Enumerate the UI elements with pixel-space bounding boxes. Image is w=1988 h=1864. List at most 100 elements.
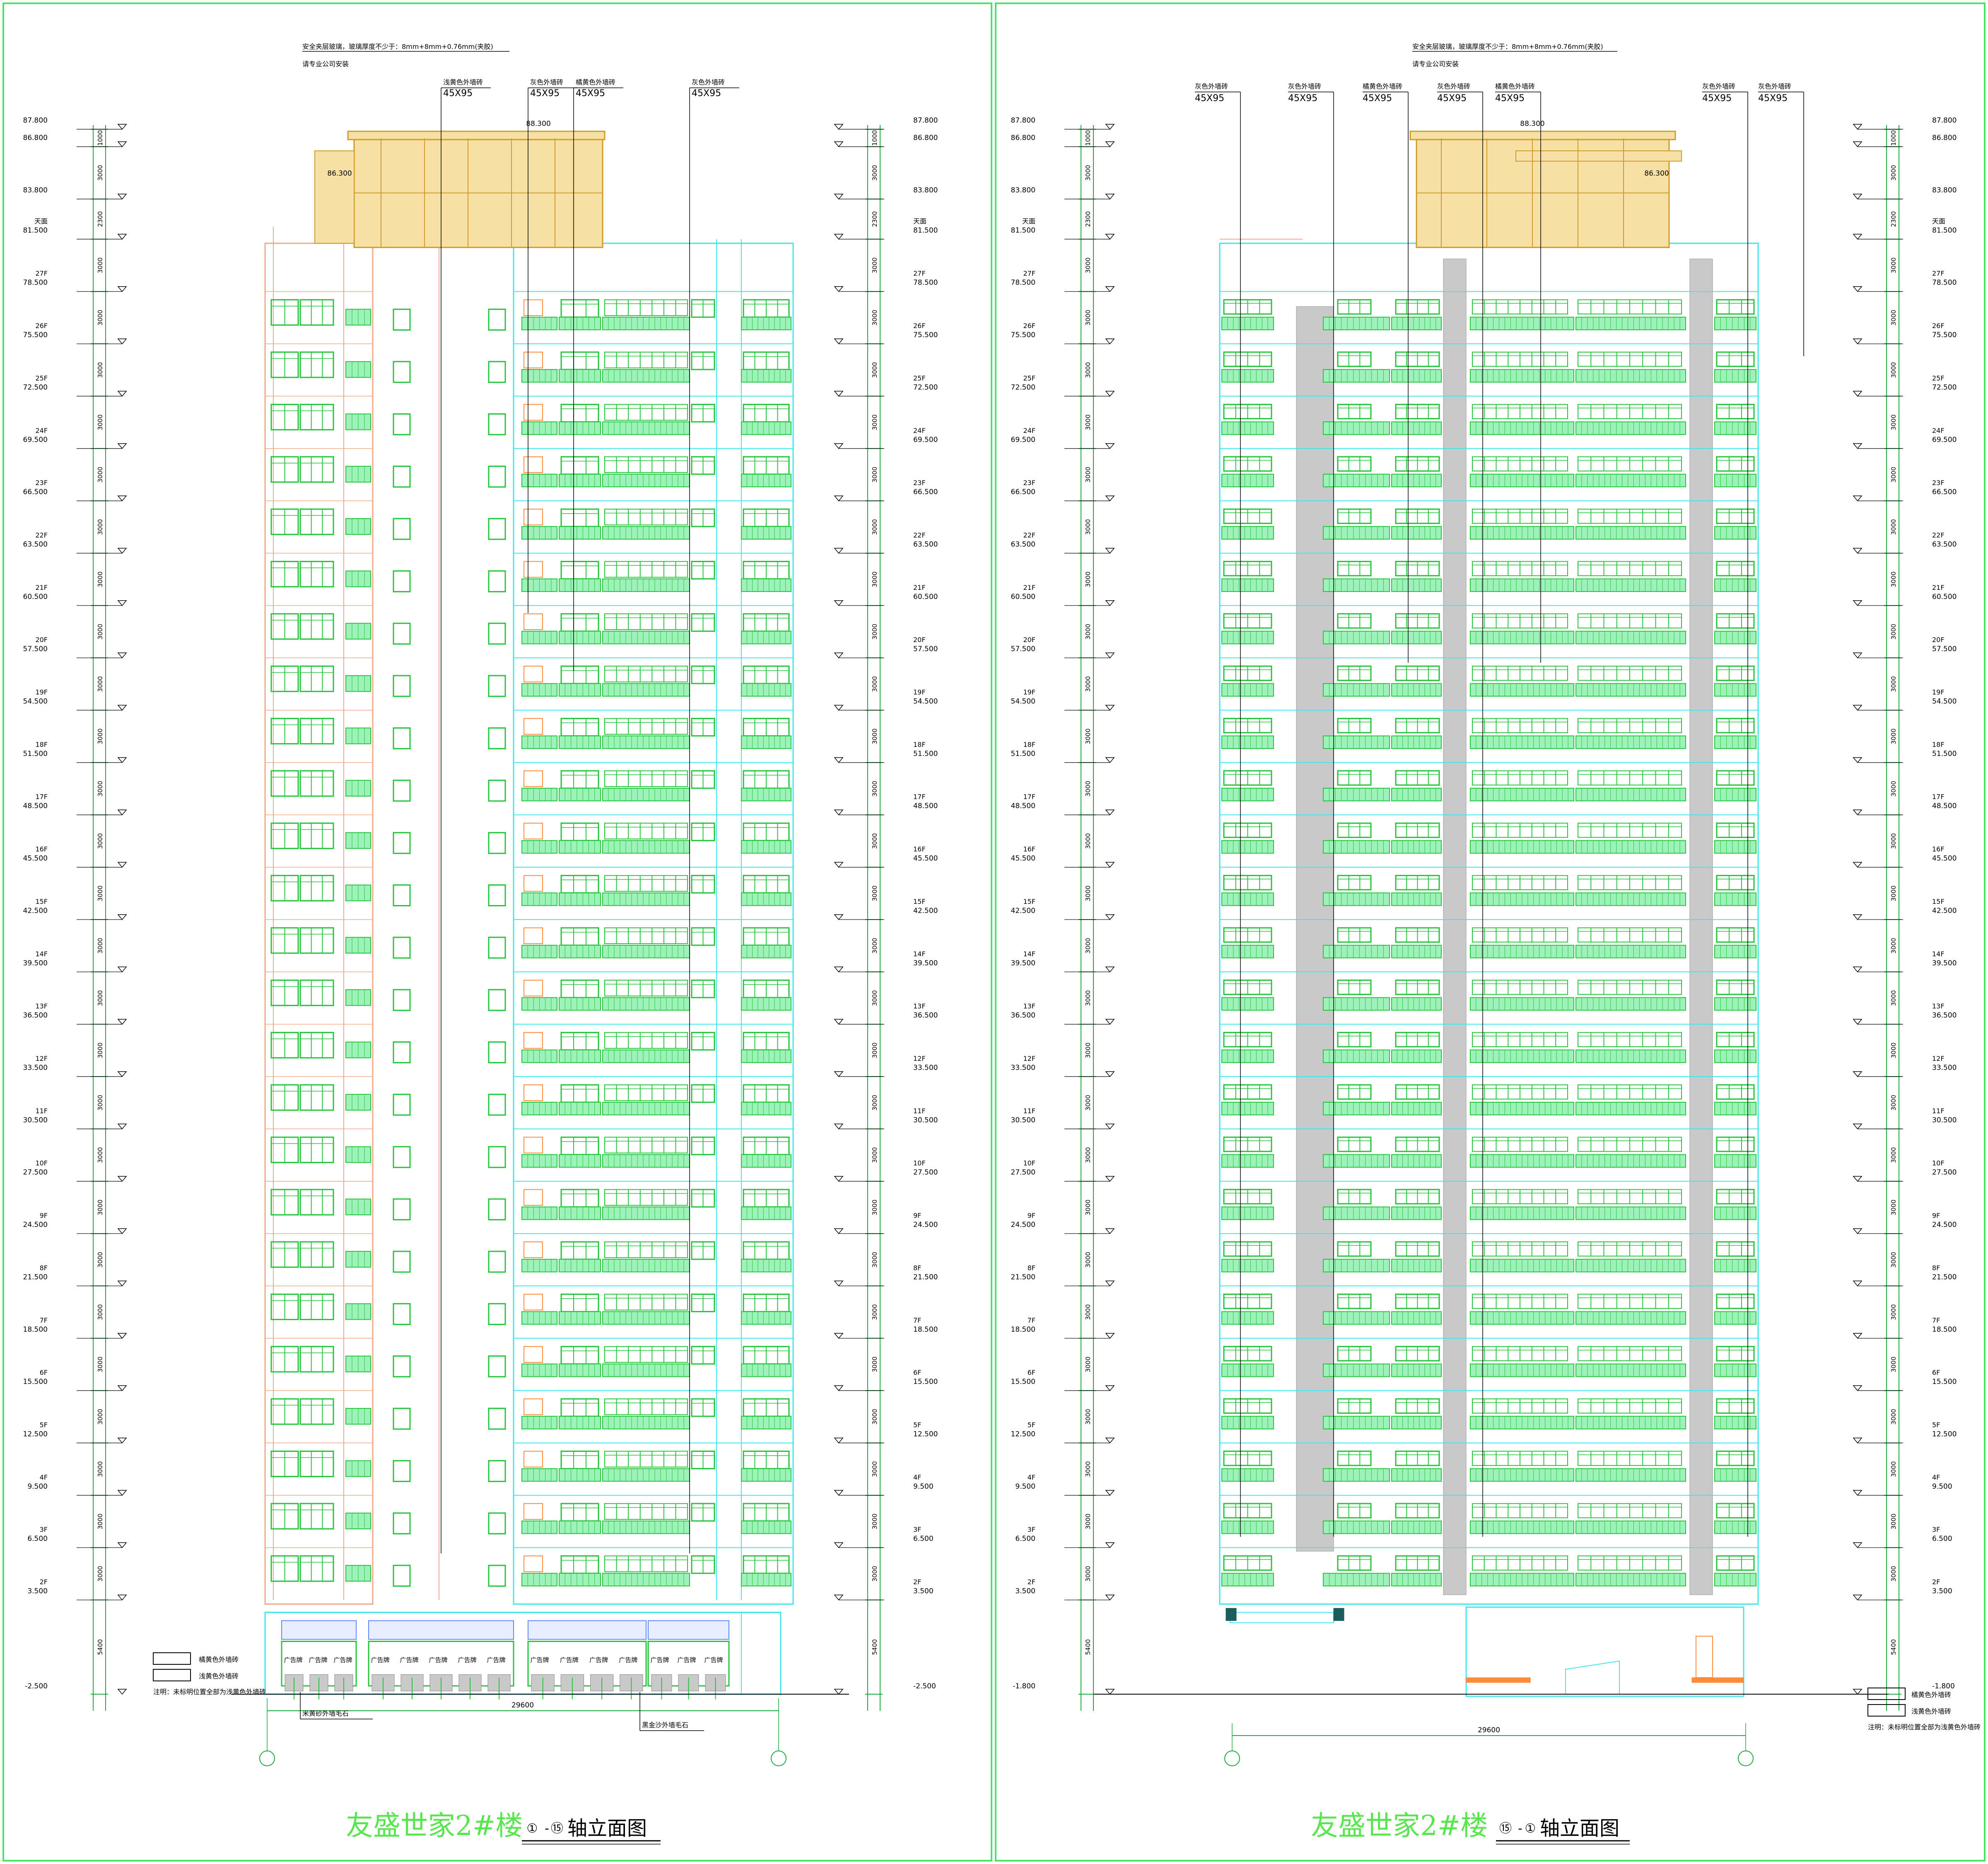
- balcony-rail: [1714, 1049, 1756, 1063]
- balcony-rail: [1714, 944, 1756, 959]
- balcony-rail: [602, 787, 690, 802]
- level-value: 39.500: [23, 959, 48, 967]
- floor-label: 11F: [1023, 1107, 1035, 1115]
- balcony-rail: [602, 1520, 690, 1534]
- level-value: 81.500: [1011, 226, 1035, 234]
- back-elevation-drawing: 87.800100086.800300083.800230081.500天面30…: [1011, 43, 1981, 1845]
- level-marker: [834, 600, 844, 606]
- level-marker: [117, 1280, 127, 1287]
- billboard-label: 广告牌: [429, 1656, 447, 1664]
- level-value: 21.500: [1932, 1273, 1957, 1281]
- balcony-rail: [1323, 1102, 1390, 1116]
- balcony-rail: [741, 1573, 791, 1586]
- dimension-value: 3000: [1084, 1304, 1092, 1320]
- level-value: 45.500: [23, 855, 48, 863]
- balcony-rail: [1391, 1311, 1442, 1325]
- dimension-value: 3000: [871, 1147, 878, 1163]
- podium-frieze: [648, 1620, 729, 1640]
- window-orange: [524, 718, 543, 735]
- level-marker: [117, 1437, 127, 1444]
- level-value: 86.800: [1932, 134, 1957, 142]
- stair-window: [488, 570, 506, 592]
- balcony-rail: [741, 1259, 791, 1272]
- level-value: 48.500: [1932, 802, 1957, 810]
- level-value: 33.500: [1932, 1064, 1957, 1072]
- dimension-value: 3000: [871, 1514, 878, 1529]
- level-value: 78.500: [23, 279, 48, 287]
- level-marker: [834, 124, 844, 130]
- window: [604, 509, 688, 526]
- dimension-value: 3000: [97, 165, 104, 181]
- dimension-value: 3000: [97, 990, 104, 1006]
- dimension-value: 3000: [871, 1409, 878, 1425]
- balcony-rail: [602, 578, 690, 592]
- floor-label: 3F: [913, 1526, 921, 1533]
- level-marker: [1853, 1019, 1863, 1025]
- window: [1337, 822, 1372, 838]
- balcony-rail: [1323, 944, 1390, 959]
- dimension-value: 5400: [1084, 1639, 1092, 1655]
- dimension-value: 3000: [1084, 1200, 1092, 1215]
- callout-size: 45X95: [443, 88, 473, 99]
- level-value: 54.500: [1011, 698, 1035, 706]
- dimension-value: 3000: [1890, 1252, 1897, 1268]
- window: [299, 351, 334, 378]
- floor-label: 21F: [35, 584, 48, 592]
- floor-label: 12F: [1023, 1055, 1035, 1062]
- dimension-value: 3000: [1890, 362, 1897, 378]
- level-marker: [834, 1542, 844, 1548]
- dimension-value: 3000: [871, 165, 878, 181]
- callout-material: 橘黄色外墙砖: [576, 78, 615, 86]
- balcony-rail: [741, 1468, 791, 1482]
- level-marker: [1105, 495, 1115, 502]
- floor-label: 25F: [1023, 374, 1035, 382]
- level-value: 18.500: [913, 1326, 938, 1334]
- stair-window: [488, 727, 506, 749]
- stair-window: [393, 1094, 411, 1116]
- level-marker: [1853, 600, 1863, 606]
- balcony-rail: [602, 473, 690, 488]
- level-value: 27.500: [1011, 1169, 1035, 1177]
- level-value: 87.800: [23, 116, 48, 125]
- dimension-value: 3000: [871, 1200, 878, 1215]
- floor-label: 14F: [1023, 950, 1035, 958]
- level-value: 15.500: [23, 1378, 48, 1386]
- balcony-rail: [1323, 1311, 1390, 1325]
- glass-note: 安全夹层玻璃，玻璃厚度不少于：8mm+8mm+0.76mm(夹胶): [302, 43, 493, 51]
- balcony-rail: [1221, 316, 1274, 331]
- dimension-value: 3000: [1890, 1409, 1897, 1425]
- balcony-rail: [1221, 1206, 1274, 1220]
- balcony-rail: [1323, 840, 1390, 854]
- level-value: 45.500: [1011, 855, 1035, 863]
- balcony-rail: [1323, 421, 1390, 435]
- balcony-rail: [1323, 1259, 1390, 1272]
- balcony-rail: [559, 1154, 601, 1168]
- dimension-value: 3000: [97, 1514, 104, 1529]
- floor-label: 11F: [1932, 1107, 1945, 1115]
- window: [604, 1137, 688, 1154]
- level-marker: [1105, 1437, 1115, 1444]
- balcony-rail: [559, 1259, 601, 1272]
- level-marker: [834, 652, 844, 659]
- dimension-value: 2300: [1890, 211, 1897, 227]
- stair-window: [393, 989, 411, 1011]
- balcony-rail: [741, 421, 791, 435]
- window: [1337, 1241, 1372, 1257]
- level-value: 39.500: [913, 959, 938, 967]
- balcony-rail: [1221, 892, 1274, 906]
- floor-label: 23F: [1932, 479, 1945, 487]
- floor-label: 19F: [35, 688, 48, 696]
- floor-label: 13F: [1932, 1002, 1945, 1010]
- floor-label: 7F: [913, 1316, 921, 1324]
- stair-window: [488, 1565, 506, 1587]
- level-value: 6.500: [1932, 1535, 1952, 1543]
- dimension-value: 3000: [97, 519, 104, 535]
- stair-window: [488, 518, 506, 540]
- balcony-rail: [741, 892, 791, 906]
- level-value: 15.500: [1932, 1378, 1957, 1386]
- level-value: 33.500: [23, 1064, 48, 1072]
- balcony-rail: [1575, 369, 1686, 383]
- window: [299, 1084, 334, 1111]
- dimension-value: 3000: [97, 1566, 104, 1582]
- level-marker: [1853, 1228, 1863, 1234]
